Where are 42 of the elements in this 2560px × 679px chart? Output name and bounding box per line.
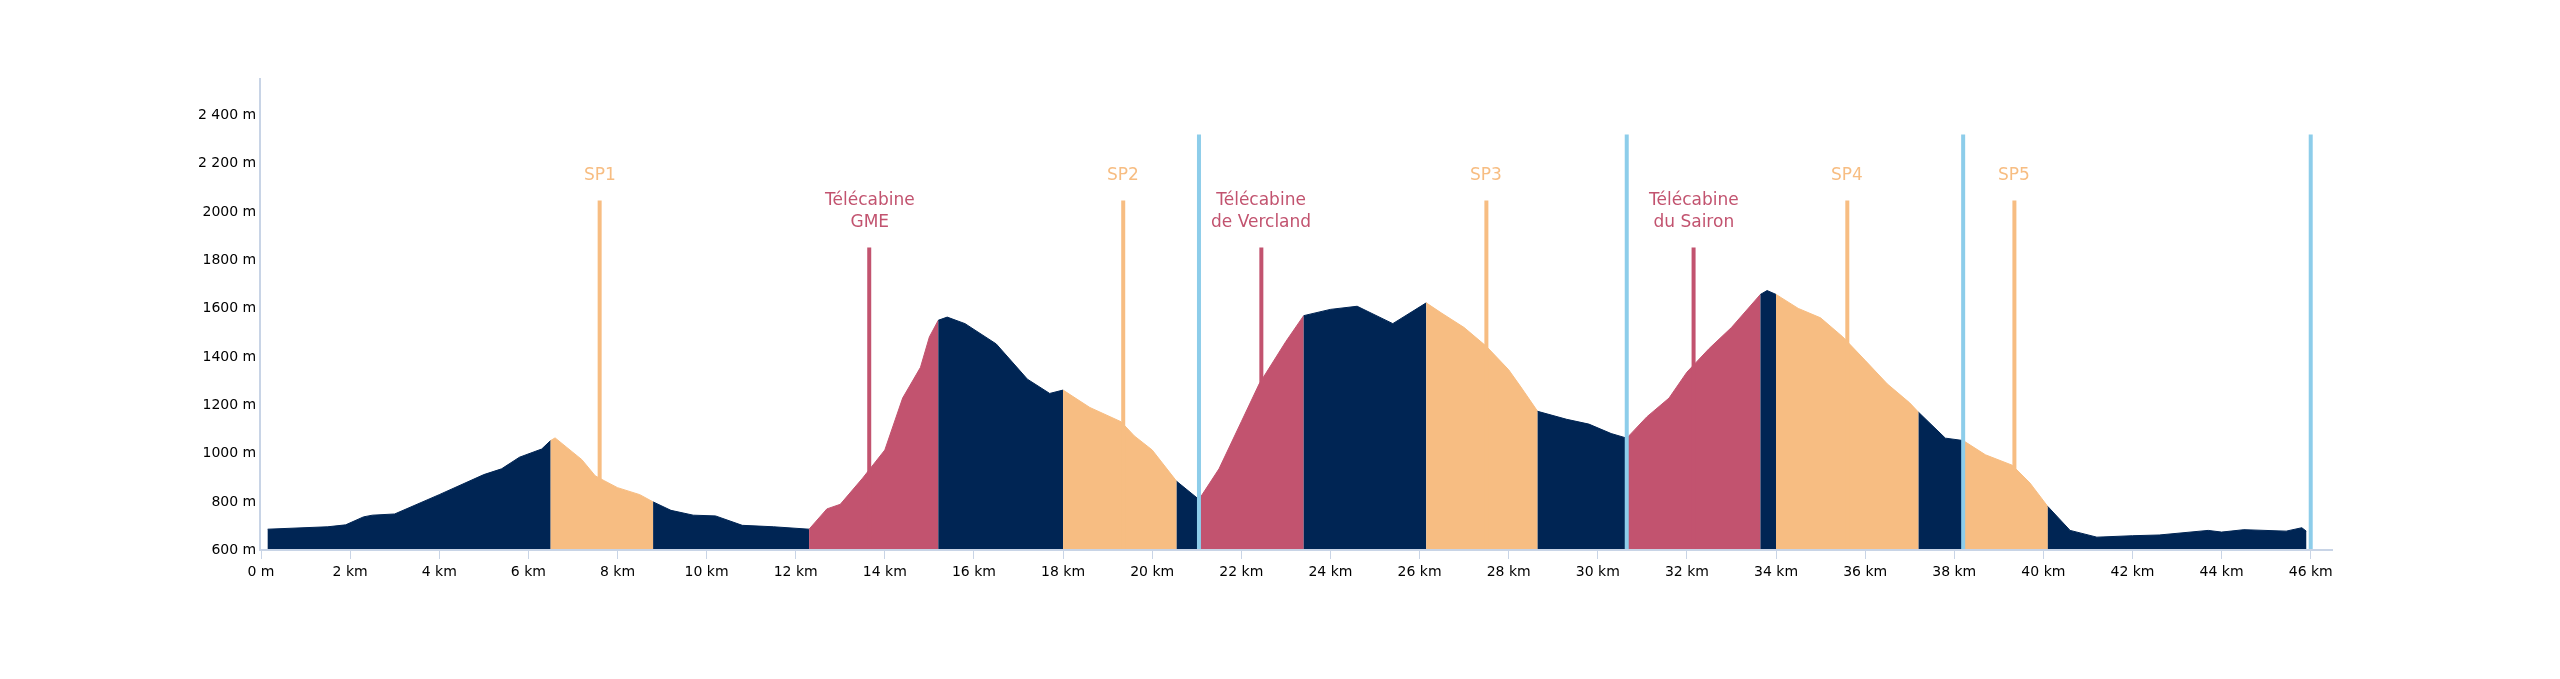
x-tick-label: 28 km bbox=[1486, 562, 1531, 579]
x-tick-label: 0 m bbox=[247, 562, 275, 579]
x-tick-label: 36 km bbox=[1843, 562, 1888, 579]
y-tick-label: 2 400 m bbox=[198, 106, 257, 123]
ref-line-label: SP5 bbox=[1998, 164, 2030, 184]
x-tick-label: 46 km bbox=[2288, 562, 2333, 579]
x-tick-label: 12 km bbox=[773, 562, 818, 579]
x-tick-label: 34 km bbox=[1754, 562, 1799, 579]
y-tick-label: 600 m bbox=[211, 540, 257, 557]
y-tick-label: 1000 m bbox=[202, 444, 257, 461]
y-tick-label: 1400 m bbox=[202, 347, 257, 364]
x-tick-label: 40 km bbox=[2021, 562, 2066, 579]
y-tick-label: 1800 m bbox=[202, 251, 257, 268]
x-tick-label: 8 km bbox=[599, 562, 636, 579]
x-tick-label: 24 km bbox=[1308, 562, 1353, 579]
ref-line-label: SP1 bbox=[584, 164, 616, 184]
x-tick-label: 14 km bbox=[862, 562, 907, 579]
x-tick-label: 16 km bbox=[951, 562, 996, 579]
ref-line-label: SP4 bbox=[1831, 164, 1863, 184]
y-tick-label: 2000 m bbox=[202, 202, 257, 219]
y-tick-label: 2 200 m bbox=[198, 154, 257, 171]
x-tick-label: 30 km bbox=[1575, 562, 1620, 579]
x-tick-label: 44 km bbox=[2199, 562, 2244, 579]
x-tick-label: 18 km bbox=[1041, 562, 1086, 579]
ref-line-label: Télécabine du Sairon bbox=[1648, 189, 1739, 232]
x-tick-label: 26 km bbox=[1397, 562, 1442, 579]
ref-line-label: SP2 bbox=[1107, 164, 1139, 184]
x-tick-label: 22 km bbox=[1219, 562, 1264, 579]
x-tick-label: 42 km bbox=[2110, 562, 2155, 579]
x-tick-label: 38 km bbox=[1932, 562, 1977, 579]
x-tick-label: 2 km bbox=[332, 562, 368, 579]
ref-line-label: Télécabine de Vercland bbox=[1211, 189, 1312, 232]
y-tick-label: 800 m bbox=[211, 492, 257, 509]
ref-line-label: Télécabine GME bbox=[824, 189, 915, 232]
y-tick-label: 1200 m bbox=[202, 395, 257, 412]
x-tick-label: 6 km bbox=[510, 562, 546, 579]
x-tick-label: 20 km bbox=[1130, 562, 1175, 579]
x-tick-label: 32 km bbox=[1664, 562, 1709, 579]
ref-line-label: SP3 bbox=[1470, 164, 1502, 184]
y-tick-label: 1600 m bbox=[202, 299, 257, 316]
x-tick-label: 10 km bbox=[684, 562, 729, 579]
x-tick-label: 4 km bbox=[421, 562, 457, 579]
